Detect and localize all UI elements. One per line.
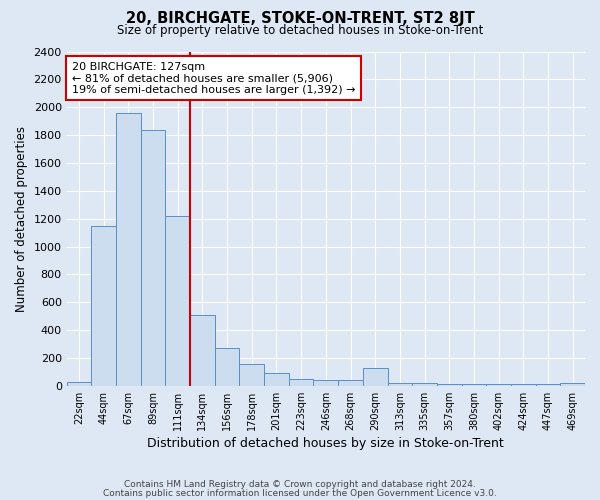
Text: 20, BIRCHGATE, STOKE-ON-TRENT, ST2 8JT: 20, BIRCHGATE, STOKE-ON-TRENT, ST2 8JT	[125, 11, 475, 26]
Bar	[116, 113, 141, 386]
Bar	[338, 380, 363, 386]
Text: Contains public sector information licensed under the Open Government Licence v3: Contains public sector information licen…	[103, 488, 497, 498]
Bar	[141, 130, 166, 386]
Y-axis label: Number of detached properties: Number of detached properties	[15, 126, 28, 312]
Bar	[536, 384, 560, 386]
Bar	[264, 374, 289, 386]
Bar	[412, 383, 437, 386]
Text: Size of property relative to detached houses in Stoke-on-Trent: Size of property relative to detached ho…	[117, 24, 483, 37]
Bar	[91, 226, 116, 386]
Bar	[239, 364, 264, 386]
Bar	[560, 383, 585, 386]
Text: 20 BIRCHGATE: 127sqm
← 81% of detached houses are smaller (5,906)
19% of semi-de: 20 BIRCHGATE: 127sqm ← 81% of detached h…	[72, 62, 355, 94]
Bar	[289, 379, 313, 386]
Text: Contains HM Land Registry data © Crown copyright and database right 2024.: Contains HM Land Registry data © Crown c…	[124, 480, 476, 489]
Bar	[363, 368, 388, 386]
Bar	[215, 348, 239, 386]
Bar	[166, 216, 190, 386]
Bar	[313, 380, 338, 386]
Bar	[388, 383, 412, 386]
X-axis label: Distribution of detached houses by size in Stoke-on-Trent: Distribution of detached houses by size …	[148, 437, 504, 450]
Bar	[437, 384, 461, 386]
Bar	[67, 382, 91, 386]
Bar	[511, 384, 536, 386]
Bar	[190, 315, 215, 386]
Bar	[461, 384, 486, 386]
Bar	[486, 384, 511, 386]
